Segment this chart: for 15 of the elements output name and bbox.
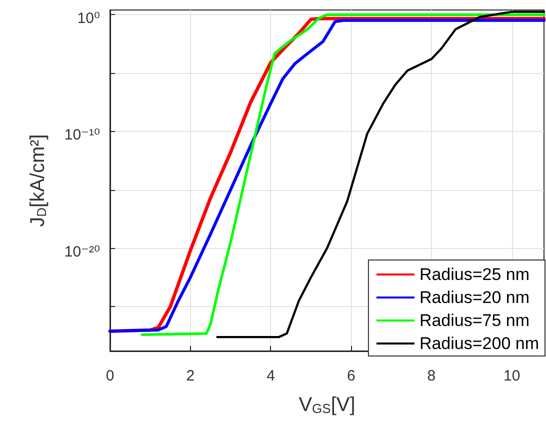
legend-label: Radius=25 nm xyxy=(419,265,530,284)
y-axis-title: JD[kA/cm²] xyxy=(27,134,49,227)
x-tick-label: 0 xyxy=(106,368,114,384)
x-tick-label: 4 xyxy=(266,368,275,384)
legend-label: Radius=200 nm xyxy=(419,334,540,353)
x-tick-label: 8 xyxy=(427,368,436,384)
y-tick-label: 10⁰ xyxy=(77,10,100,27)
x-tick-label: 2 xyxy=(186,368,195,384)
y-tick-label: 10⁻²⁰ xyxy=(64,244,100,261)
x-tick-label: 10 xyxy=(504,368,520,384)
y-tick-label: 10⁻¹⁰ xyxy=(64,126,100,144)
legend-label: Radius=75 nm xyxy=(419,311,530,330)
legend-label: Radius=20 nm xyxy=(419,288,530,307)
x-axis-title: VGS[V] xyxy=(298,394,356,416)
x-tick-label: 6 xyxy=(346,368,356,384)
